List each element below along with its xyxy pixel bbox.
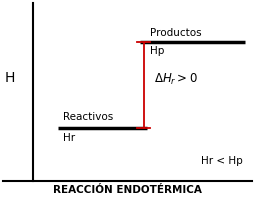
Text: $\Delta H_r > 0$: $\Delta H_r > 0$ [153, 72, 197, 87]
Text: Hp: Hp [149, 47, 164, 56]
Text: Hr < Hp: Hr < Hp [201, 156, 242, 167]
Text: H: H [5, 71, 15, 85]
Text: Productos: Productos [149, 28, 201, 38]
Text: Hr: Hr [62, 133, 74, 143]
Text: Reactivos: Reactivos [62, 112, 113, 122]
X-axis label: REACCIÓN ENDOTÉRMICA: REACCIÓN ENDOTÉRMICA [53, 185, 201, 195]
